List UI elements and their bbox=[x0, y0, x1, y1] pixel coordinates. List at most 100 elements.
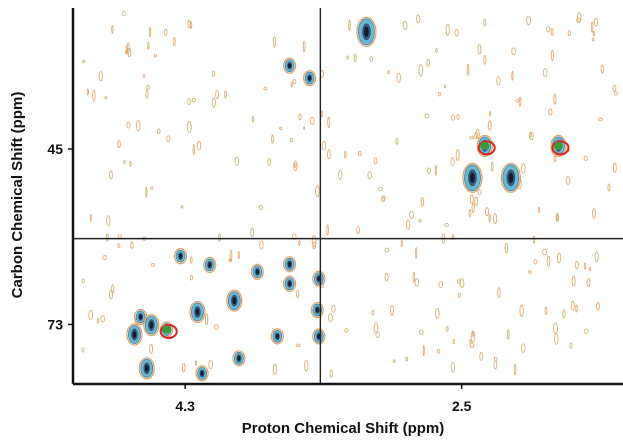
noise-contour bbox=[298, 113, 302, 121]
noise-contour bbox=[326, 224, 329, 236]
peak bbox=[232, 350, 246, 367]
noise-contour bbox=[588, 266, 592, 272]
noise-contour bbox=[574, 260, 579, 270]
noise-contour bbox=[416, 14, 421, 24]
noise-contour bbox=[123, 159, 126, 164]
noise-contour bbox=[331, 304, 336, 313]
peak bbox=[356, 16, 377, 47]
noise-contour bbox=[497, 287, 501, 299]
noise-contour bbox=[392, 359, 396, 363]
noise-contour bbox=[395, 137, 399, 145]
noise-contour bbox=[217, 233, 222, 242]
noise-contour bbox=[142, 73, 146, 78]
noise-contour bbox=[88, 309, 94, 321]
y-tick-label: 45 bbox=[47, 141, 63, 157]
noise-contour bbox=[149, 26, 152, 38]
highlight-green-dot bbox=[162, 325, 172, 334]
noise-contour bbox=[612, 84, 617, 92]
noise-contour bbox=[291, 233, 297, 240]
peak-core bbox=[317, 333, 321, 339]
noise-contour bbox=[418, 218, 422, 223]
noise-contour bbox=[263, 86, 268, 91]
peak bbox=[133, 308, 148, 326]
peak bbox=[195, 365, 209, 382]
noise-contour bbox=[571, 275, 576, 287]
noise-contour bbox=[576, 17, 581, 24]
noise-contour bbox=[544, 306, 548, 315]
noise-contour bbox=[402, 21, 408, 30]
noise-contour bbox=[214, 323, 219, 330]
noise-contour bbox=[418, 329, 424, 335]
noise-contour bbox=[424, 113, 430, 119]
peak-core bbox=[288, 261, 292, 267]
peak bbox=[500, 162, 521, 193]
noise-contour bbox=[373, 157, 378, 165]
noise-contour bbox=[153, 53, 158, 58]
noise-contour bbox=[546, 255, 551, 267]
noise-contour bbox=[181, 362, 186, 373]
noise-contour bbox=[422, 344, 425, 357]
noise-contour bbox=[344, 150, 347, 159]
noise-contour bbox=[490, 161, 494, 172]
peak bbox=[138, 357, 155, 380]
noise-contour bbox=[537, 206, 540, 213]
peak-core bbox=[237, 355, 241, 361]
noise-contour bbox=[435, 47, 438, 53]
noise-contour bbox=[511, 47, 516, 56]
noise-contour bbox=[180, 205, 184, 209]
noise-contour bbox=[108, 289, 114, 300]
noise-contour bbox=[426, 58, 430, 67]
noise-contour bbox=[344, 328, 349, 333]
noise-contour bbox=[296, 290, 300, 299]
noise-contour bbox=[438, 281, 444, 288]
noise-contour bbox=[149, 343, 154, 354]
peak-outer-contour bbox=[270, 328, 284, 345]
noise-contour bbox=[303, 126, 306, 130]
noise-contour bbox=[553, 93, 557, 105]
peak-core bbox=[200, 370, 204, 376]
peak-core bbox=[139, 314, 143, 320]
peak-core bbox=[149, 321, 154, 329]
noise-contour bbox=[375, 331, 380, 339]
peak-outer-contour bbox=[283, 57, 297, 74]
x-axis-title: Proton Chemical Shift (ppm) bbox=[242, 420, 445, 437]
noise-contour bbox=[445, 23, 450, 36]
noise-contour bbox=[438, 91, 441, 97]
noise-contour bbox=[192, 144, 196, 156]
noise-contour bbox=[533, 259, 538, 265]
peak-outer-contour bbox=[476, 134, 493, 157]
noise-contour bbox=[600, 64, 605, 74]
peak-outer-contour bbox=[302, 70, 317, 87]
noise-contour bbox=[150, 262, 156, 267]
noise-contour bbox=[135, 119, 141, 132]
noise-contour bbox=[346, 55, 349, 60]
peak-outer-contour bbox=[143, 313, 160, 337]
peak bbox=[226, 289, 243, 312]
noise-contour bbox=[457, 292, 461, 299]
noise-contour bbox=[456, 113, 460, 120]
noise-contour bbox=[204, 313, 209, 326]
peak bbox=[283, 275, 297, 292]
noise-contour bbox=[470, 330, 476, 343]
noise-contour bbox=[527, 270, 533, 274]
noise-contour bbox=[567, 29, 571, 37]
noise-contour bbox=[121, 10, 126, 17]
noise-contour bbox=[294, 162, 297, 169]
noise-contour bbox=[105, 233, 109, 242]
noise-contour bbox=[189, 20, 193, 29]
noise-contour bbox=[381, 195, 386, 202]
noise-contour bbox=[434, 164, 438, 176]
noise-contour bbox=[292, 78, 297, 85]
noise-contour bbox=[550, 49, 554, 62]
peak bbox=[310, 301, 324, 319]
noise-contour bbox=[452, 234, 455, 240]
peak-outer-contour bbox=[203, 256, 217, 274]
noise-contour bbox=[483, 55, 487, 65]
noise-contour bbox=[515, 98, 521, 103]
noise-contour bbox=[590, 21, 594, 33]
noise-contour bbox=[258, 204, 263, 211]
noise-contour bbox=[592, 208, 596, 219]
noise-contour bbox=[475, 128, 480, 140]
noise-contour bbox=[489, 111, 492, 117]
noise-contour bbox=[156, 128, 161, 134]
